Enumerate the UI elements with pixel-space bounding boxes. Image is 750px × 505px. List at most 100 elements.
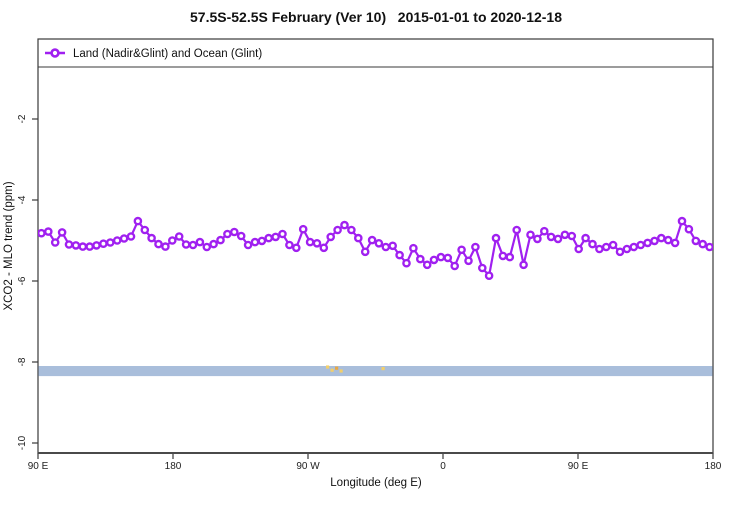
data-point-marker <box>216 235 225 245</box>
data-point-marker <box>540 226 549 236</box>
data-point-marker <box>92 241 101 250</box>
data-point-marker <box>85 242 94 251</box>
data-point-marker <box>491 233 501 243</box>
data-point-marker <box>415 254 425 264</box>
data-point-marker <box>402 258 411 268</box>
data-point-marker <box>684 224 694 234</box>
data-point-marker <box>257 236 267 246</box>
chart-title: 57.5S-52.5S February (Ver 10) 2015-01-01… <box>190 9 562 25</box>
legend-label: Land (Nadir&Glint) and Ocean (Glint) <box>73 48 262 60</box>
y-tick-label: -6 <box>17 276 28 285</box>
data-point-marker <box>381 242 391 252</box>
data-point-marker <box>429 255 439 265</box>
data-point-marker <box>147 233 156 243</box>
band-speck <box>381 367 385 371</box>
legend-marker-icon <box>50 48 60 58</box>
data-point-marker <box>498 251 508 261</box>
data-point-marker <box>422 260 432 270</box>
data-point-marker <box>533 234 542 244</box>
y-tick-label: -4 <box>17 195 28 204</box>
data-point-marker <box>443 253 453 263</box>
speck-group <box>326 365 385 373</box>
band-speck <box>335 366 339 370</box>
data-point-marker <box>457 245 466 255</box>
y-tick-label: -10 <box>17 435 28 450</box>
data-point-marker <box>271 232 280 242</box>
data-point-marker <box>119 234 129 243</box>
data-point-marker <box>305 237 315 247</box>
data-point-marker <box>57 228 67 237</box>
data-point-marker <box>519 260 528 270</box>
data-point-marker <box>326 232 336 242</box>
data-point-marker <box>71 241 81 250</box>
data-point-marker <box>38 228 46 238</box>
data-point-marker <box>319 243 329 253</box>
data-point-marker <box>670 238 680 248</box>
data-point-marker <box>471 242 480 252</box>
x-tick-label: 90 W <box>296 461 320 472</box>
data-point-marker <box>333 225 342 235</box>
data-point-marker <box>698 239 708 249</box>
y-tick-label: -8 <box>17 357 28 366</box>
legend: Land (Nadir&Glint) and Ocean (Glint) <box>45 48 262 60</box>
data-point-marker <box>250 237 260 247</box>
data-point-marker <box>223 229 232 239</box>
data-point-marker <box>236 231 246 241</box>
data-point-marker <box>367 235 377 245</box>
y-axis-title: XCO2 - MLO trend (ppm) <box>3 181 15 310</box>
data-point-marker <box>560 230 570 240</box>
data-point-marker <box>622 244 632 254</box>
data-point-marker <box>154 239 163 249</box>
data-point-marker <box>202 242 212 252</box>
data-point-marker <box>464 256 473 266</box>
data-point-marker <box>188 240 198 250</box>
data-point-marker <box>450 261 460 271</box>
data-point-marker <box>581 233 590 243</box>
y-tick-label: -2 <box>17 114 28 123</box>
x-tick-label: 0 <box>440 461 446 472</box>
data-point-marker <box>50 238 60 247</box>
data-point-marker <box>595 244 604 254</box>
data-point-marker <box>264 233 274 243</box>
data-series-group <box>38 216 713 281</box>
data-point-marker <box>436 252 446 262</box>
data-point-marker <box>409 243 418 253</box>
x-tick-label: 90 E <box>28 461 49 472</box>
data-point-marker <box>209 239 218 249</box>
data-point-marker <box>44 227 53 236</box>
data-point-marker <box>650 236 659 246</box>
data-point-marker <box>64 240 74 249</box>
data-point-marker <box>636 240 646 250</box>
data-point-marker <box>161 242 170 251</box>
x-tick-label: 90 E <box>568 461 589 472</box>
data-point-marker <box>691 236 701 246</box>
data-point-marker <box>112 236 122 245</box>
y-axis-ticks: -2 -4 -6 -8 -10 <box>17 114 38 450</box>
data-point-marker <box>657 233 666 243</box>
reference-band <box>38 366 713 377</box>
x-tick-label: 180 <box>165 461 182 472</box>
data-point-marker <box>291 243 301 253</box>
data-point-marker <box>167 236 177 245</box>
band-speck <box>326 365 330 369</box>
data-point-marker <box>643 238 652 248</box>
data-point-marker <box>174 232 184 241</box>
data-point-marker <box>140 225 150 235</box>
data-point-marker <box>285 240 294 250</box>
data-point-marker <box>553 234 563 244</box>
data-point-marker <box>526 230 535 240</box>
data-point-marker <box>229 227 239 237</box>
data-point-marker <box>705 242 713 252</box>
data-point-marker <box>395 250 404 260</box>
data-point-marker <box>477 263 487 273</box>
x-axis-title: Longitude (deg E) <box>330 477 422 489</box>
data-point-marker <box>347 225 356 235</box>
data-point-marker <box>505 252 515 262</box>
data-point-marker <box>608 240 618 250</box>
data-point-marker <box>133 216 143 226</box>
data-point-marker <box>546 232 556 242</box>
data-point-marker <box>484 271 494 281</box>
data-point-marker <box>340 220 349 230</box>
